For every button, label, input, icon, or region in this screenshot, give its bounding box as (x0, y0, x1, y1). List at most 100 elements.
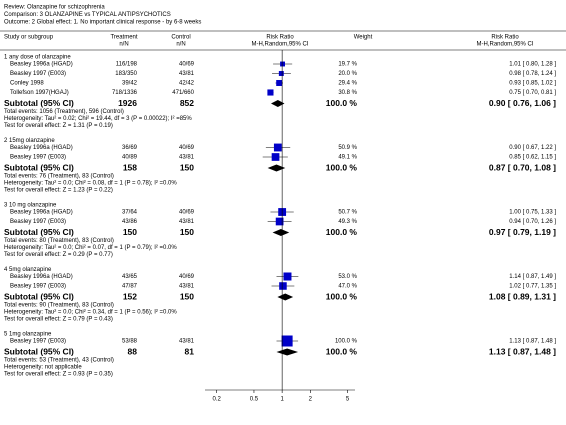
column-header: Control (171, 35, 190, 41)
control: 40/69 (179, 62, 195, 68)
subtotal-ci: 1.08 [ 0.89, 1.31 ] (489, 291, 556, 301)
subtotal-weight: 100.0 % (326, 162, 358, 172)
treatment: 43/86 (122, 219, 138, 225)
column-header: Weight (354, 35, 373, 41)
subtotal-diamond (267, 164, 286, 172)
weight: 50.9 % (338, 145, 357, 151)
subtotal-weight: 100.0 % (326, 98, 358, 108)
note: Total events: 76 (Treatment), 83 (Contro… (4, 174, 114, 180)
column-header: Risk Ratio (266, 35, 294, 41)
subtotal-label: Subtotal (95% CI) (4, 346, 74, 356)
study-name: Beasley 1996a (HGAD) (10, 145, 73, 151)
subtotal-ci: 0.90 [ 0.76, 1.06 ] (489, 98, 556, 108)
ci-label: 0.75 [ 0.70, 0.81 ] (509, 90, 556, 96)
note: Test for overall effect: Z = 0.79 (P = 0… (4, 317, 113, 323)
treatment: 43/65 (122, 274, 138, 280)
study-name: Conley 1998 (10, 81, 44, 87)
subtotal-label: Subtotal (95% CI) (4, 98, 74, 108)
study-square (271, 153, 280, 161)
weight: 30.8 % (338, 90, 357, 96)
group-title: 3 10 mg olanzapine (4, 203, 57, 209)
column-subheader: M-H,Random,95% CI (251, 42, 308, 48)
ci-label: 0.98 [ 0.78, 1.24 ] (509, 71, 556, 77)
weight: 29.4 % (338, 81, 357, 87)
treatment: 40/89 (122, 155, 138, 161)
control: 471/660 (172, 90, 194, 96)
column-header: Study or subgroup (4, 35, 54, 41)
study-square (280, 61, 285, 67)
column-header: Treatment (110, 35, 137, 41)
note: Test for overall effect: Z = 0.29 (P = 0… (4, 252, 113, 258)
subtotal-label: Subtotal (95% CI) (4, 291, 74, 301)
subtotal-control: 852 (180, 98, 194, 108)
study-name: Beasley 1997 (E003) (10, 71, 66, 77)
ci-label: 0.90 [ 0.67, 1.22 ] (509, 145, 556, 151)
note: Heterogeneity: Tau² = 0.02; Chi² = 19.44… (4, 116, 192, 122)
weight: 50.7 % (338, 210, 357, 216)
note: Test for overall effect: Z = 0.93 (P = 0… (4, 372, 113, 378)
study-square (267, 89, 274, 96)
study-name: Beasley 1996a (HGAD) (10, 274, 73, 280)
x-tick-label: 2 (309, 397, 313, 403)
control: 43/81 (179, 339, 195, 345)
study-name: Beasley 1997 (E003) (10, 155, 66, 161)
treatment: 37/64 (122, 210, 138, 216)
note: Total events: 53 (Treatment), 43 (Contro… (4, 358, 114, 364)
group-title: 1 any dose of olanzapine (4, 55, 71, 61)
x-tick-label: 5 (346, 397, 350, 403)
note: Heterogeneity: not applicable (4, 365, 82, 371)
weight: 19.7 % (338, 62, 357, 68)
control: 40/69 (179, 274, 195, 280)
subtotal-control: 150 (180, 227, 194, 237)
subtotal-ci: 0.87 [ 0.70, 1.08 ] (489, 162, 556, 172)
ci-label: 0.85 [ 0.62, 1.15 ] (509, 155, 556, 161)
study-square (281, 335, 293, 347)
control: 42/42 (179, 81, 195, 87)
x-tick-label: 0.2 (213, 397, 222, 403)
column-subheader: M-H,Random,95% CI (476, 42, 533, 48)
subtotal-treatment: 1926 (118, 98, 137, 108)
ci-label: 1.14 [ 0.87, 1.49 ] (509, 274, 556, 280)
treatment: 183/350 (115, 71, 137, 77)
ci-label: 0.94 [ 0.70, 1.26 ] (509, 219, 556, 225)
note: Total events: 90 (Treatment), 83 (Contro… (4, 303, 114, 309)
study-square (279, 282, 287, 290)
weight: 20.0 % (338, 71, 357, 77)
subtotal-label: Subtotal (95% CI) (4, 162, 74, 172)
group-title: 2 15mg olanzapine (4, 138, 55, 144)
column-subheader: n/N (176, 42, 185, 48)
subtotal-control: 150 (180, 291, 194, 301)
ci-label: 1.00 [ 0.75, 1.33 ] (509, 210, 556, 216)
x-tick-label: 1 (280, 397, 284, 403)
weight: 49.1 % (338, 155, 357, 161)
weight: 47.0 % (338, 284, 357, 290)
weight: 100.0 % (335, 339, 358, 345)
subtotal-treatment: 88 (128, 346, 138, 356)
subtotal-weight: 100.0 % (326, 291, 358, 301)
study-name: Beasley 1996a (HGAD) (10, 62, 73, 68)
weight: 53.0 % (338, 274, 357, 280)
treatment: 116/198 (116, 62, 138, 68)
subtotal-control: 150 (180, 162, 194, 172)
subtotal-diamond (277, 293, 294, 301)
group-title: 4 5mg olanzapine (4, 267, 52, 273)
control: 43/81 (179, 219, 195, 225)
subtotal-treatment: 158 (123, 162, 137, 172)
control: 40/69 (179, 145, 195, 151)
treatment: 39/42 (122, 81, 138, 87)
study-name: Beasley 1997 (E003) (10, 219, 66, 225)
ci-label: 0.93 [ 0.85, 1.02 ] (509, 81, 556, 87)
treatment: 47/87 (122, 284, 138, 290)
ci-label: 1.01 [ 0.80, 1.28 ] (509, 62, 556, 68)
ci-label: 1.13 [ 0.87, 1.48 ] (509, 339, 556, 345)
note: Total events: 80 (Treatment), 83 (Contro… (4, 238, 114, 244)
column-header: Risk Ratio (491, 35, 519, 41)
x-tick-label: 0.5 (250, 397, 259, 403)
outcome: Outcome: 2 Global effect: 1. No importan… (4, 20, 201, 26)
note: Test for overall effect: Z = 1.23 (P = 0… (4, 188, 113, 194)
subtotal-diamond (272, 229, 290, 236)
comparison: Comparison: 3 OLANZAPINE vs TYPICAL ANTI… (4, 12, 171, 18)
subtotal-weight: 100.0 % (326, 346, 358, 356)
study-name: Beasley 1997 (E003) (10, 284, 66, 290)
